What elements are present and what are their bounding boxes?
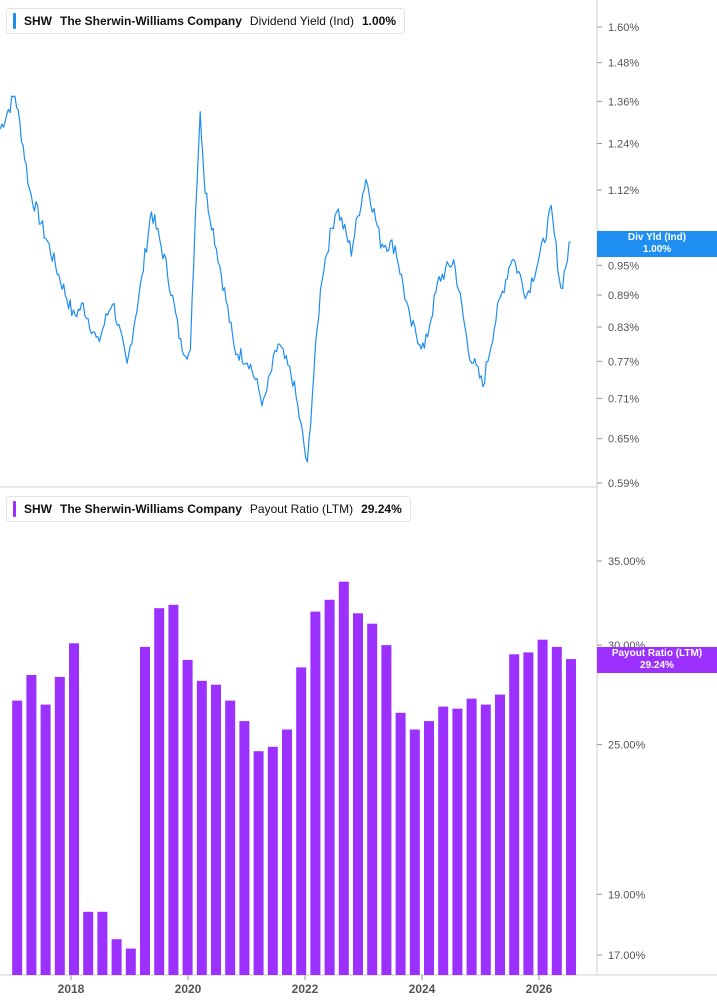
x-tick-label: 2024 <box>409 982 436 996</box>
bottom-y-tick-label: 25.00% <box>608 740 646 752</box>
payout-bar <box>168 604 179 975</box>
payout-bar <box>310 611 321 975</box>
payout-bar <box>54 676 65 975</box>
payout-bar <box>83 911 94 975</box>
dividend-yield-line <box>0 95 571 463</box>
payout-bar <box>97 911 108 975</box>
bottom-legend-company: The Sherwin-Williams Company <box>60 502 242 516</box>
bottom-legend-swatch <box>13 501 16 517</box>
top-value-tag: Div Yld (Ind) 1.00% <box>597 231 717 257</box>
x-tick-label: 2020 <box>175 982 202 996</box>
x-tick-label: 2026 <box>526 982 553 996</box>
payout-bar <box>225 700 236 975</box>
top-y-tick-label: 1.60% <box>608 22 639 34</box>
top-legend-swatch <box>13 13 16 29</box>
top-y-tick-label: 1.48% <box>608 58 639 70</box>
top-y-tick-label: 0.71% <box>608 393 639 405</box>
bottom-legend: SHW The Sherwin-Williams Company Payout … <box>6 496 411 522</box>
payout-bar <box>282 729 292 975</box>
bottom-value-tag: Payout Ratio (LTM) 29.24% <box>597 647 717 673</box>
payout-bar <box>409 729 420 975</box>
payout-bar <box>438 706 449 975</box>
top-y-tick-label: 1.24% <box>608 139 639 151</box>
payout-bar <box>182 659 193 975</box>
payout-bar <box>537 639 548 975</box>
payout-bar <box>239 721 250 975</box>
top-legend-company: The Sherwin-Williams Company <box>60 14 242 28</box>
bottom-legend-ticker: SHW <box>24 502 52 516</box>
top-y-tick-label: 0.65% <box>608 434 639 446</box>
bottom-y-tick-label: 19.00% <box>608 889 646 901</box>
payout-bar <box>566 659 576 975</box>
bottom-tag-label: Payout Ratio (LTM) <box>611 648 703 659</box>
payout-bar <box>338 581 349 975</box>
payout-bar <box>26 675 37 975</box>
payout-bar <box>40 704 51 975</box>
payout-bar <box>296 667 307 975</box>
payout-bar <box>253 751 264 975</box>
payout-bar <box>140 646 150 975</box>
top-tag-value: 1.00% <box>642 244 672 255</box>
top-legend-ticker: SHW <box>24 14 52 28</box>
top-legend-value: 1.00% <box>361 14 397 28</box>
payout-bar <box>324 599 335 975</box>
bottom-y-tick-label: 17.00% <box>608 950 646 962</box>
payout-bar <box>395 712 406 975</box>
top-y-tick-label: 1.36% <box>608 96 639 108</box>
x-tick-label: 2018 <box>58 982 85 996</box>
payout-bar <box>69 643 79 975</box>
payout-bar <box>196 680 207 975</box>
payout-bar <box>509 654 520 975</box>
bottom-legend-metric: Payout Ratio (LTM) <box>249 502 354 516</box>
payout-bar <box>424 721 434 975</box>
bottom-legend-value: 29.24% <box>361 502 402 516</box>
x-tick-label: 2022 <box>292 982 319 996</box>
top-y-tick-label: 0.77% <box>608 356 639 368</box>
payout-bar <box>367 623 378 975</box>
top-y-tick-label: 0.83% <box>608 322 639 334</box>
top-legend-metric: Dividend Yield (Ind) <box>249 14 354 28</box>
top-y-tick-label: 1.12% <box>608 185 639 197</box>
payout-bar <box>125 948 136 975</box>
payout-bar <box>381 645 392 975</box>
payout-bar <box>466 698 477 975</box>
top-y-tick-label: 0.89% <box>608 290 639 302</box>
payout-bar <box>211 684 221 975</box>
top-y-tick-label: 0.59% <box>608 478 639 490</box>
top-legend: SHW The Sherwin-Williams Company Dividen… <box>6 8 406 34</box>
payout-bar <box>480 704 491 975</box>
bottom-tag-value: 29.24% <box>640 660 674 671</box>
payout-bar <box>495 694 505 975</box>
bottom-y-tick-label: 35.00% <box>608 556 646 568</box>
payout-bar <box>154 608 165 975</box>
top-y-tick-label: 0.95% <box>608 260 639 272</box>
payout-bar <box>267 746 278 975</box>
payout-bar <box>523 652 534 975</box>
payout-bar <box>12 700 23 975</box>
top-tag-label: Div Yld (Ind) <box>627 232 687 243</box>
payout-bar <box>111 939 122 975</box>
payout-bar <box>452 708 463 975</box>
payout-bar <box>353 613 363 975</box>
payout-bar <box>551 646 562 975</box>
